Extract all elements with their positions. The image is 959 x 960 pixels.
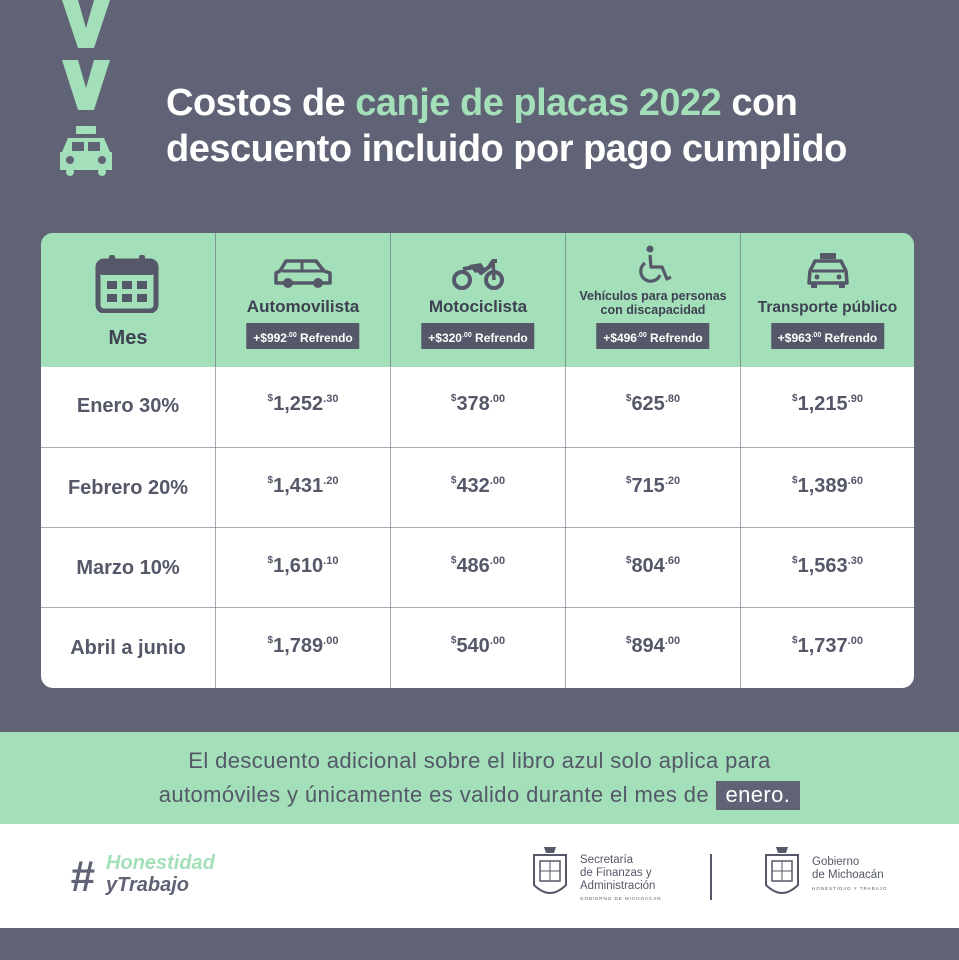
refrendo-badge: +$496.00 Refrendo <box>596 323 710 349</box>
price-cell: $1,215.90 <box>792 393 863 415</box>
row-divider <box>41 527 914 528</box>
title-line2: descuento incluido por pago cumplido <box>166 128 847 170</box>
header-motociclista-label: Motociclista <box>428 297 528 316</box>
footer <box>0 824 959 928</box>
column-divider <box>215 233 216 688</box>
motorcycle-icon <box>452 259 504 290</box>
title-part1: Costos de <box>166 82 356 124</box>
column-divider <box>390 233 391 688</box>
wheelchair-icon <box>639 245 672 283</box>
row-label: Marzo 10% <box>76 557 180 579</box>
calendar-icon <box>95 255 159 313</box>
header-discapacidad-label: Vehículos para personas con discapacidad <box>579 289 727 317</box>
price-cell: $1,563.30 <box>792 555 863 577</box>
taxi-icon <box>807 253 849 288</box>
price-cell: $715.20 <box>625 475 681 497</box>
chevron-taxi-decoration <box>60 0 112 176</box>
price-cell: $1,431.20 <box>267 475 339 497</box>
logo1-subtitle: GOBIERNO DE MICHOACÁN <box>580 896 662 901</box>
header-automovilista: Automovilista +$992.00 Refrendo <box>216 233 390 367</box>
logo-divider <box>710 854 712 900</box>
car-icon <box>274 259 332 288</box>
row-label: Abril a junio <box>70 637 186 659</box>
header-mes: Mes <box>41 233 215 367</box>
price-cell: $894.00 <box>625 635 681 657</box>
hash-symbol: # <box>70 852 95 901</box>
price-cell: $486.00 <box>450 555 506 577</box>
hashtag-line2: yTrabajo <box>106 874 189 896</box>
header-discapacidad: Vehículos para personas con discapacidad… <box>566 233 740 367</box>
hashtag-line1: Honestidad <box>106 852 215 874</box>
note-line1: El descuento adicional sobre el libro az… <box>188 748 771 773</box>
header-mes-label: Mes <box>108 327 148 349</box>
chevron-down-icon <box>62 60 110 110</box>
column-divider <box>565 233 566 688</box>
price-cell: $1,789.00 <box>267 635 339 657</box>
price-cell: $378.00 <box>450 393 506 415</box>
header-transporte: Transporte público +$963.00 Refrendo <box>741 233 914 367</box>
row-divider <box>41 607 914 608</box>
title-highlight: canje de placas 2022 <box>355 82 722 124</box>
header-motociclista: Motociclista +$320.00 Refrendo <box>391 233 565 367</box>
row-label: Febrero 20% <box>67 477 189 499</box>
header-transporte-label: Transporte público <box>757 299 898 316</box>
price-cell: $1,737.00 <box>792 635 863 657</box>
logo1-text: Secretaría de Finanzas y Administración <box>580 854 656 892</box>
logo2-subtitle: HONESTIDAD Y TRABAJO <box>812 886 888 891</box>
refrendo-badge: +$992.00 Refrendo <box>246 323 360 349</box>
price-cell: $432.00 <box>450 475 506 497</box>
note-line2: automóviles y únicamente es valido duran… <box>0 781 959 810</box>
refrendo-badge: +$963.00 Refrendo <box>770 323 885 349</box>
price-table: Mes Automovilista +$992.00 Refrendo Moto… <box>41 233 914 688</box>
bottom-bar <box>0 928 959 960</box>
price-cell: $804.60 <box>625 555 681 577</box>
title-part2: con <box>721 82 798 124</box>
price-cell: $625.80 <box>625 393 681 415</box>
note-highlight: enero. <box>715 781 801 810</box>
row-divider <box>41 447 914 448</box>
price-cell: $1,610.10 <box>267 555 339 577</box>
column-divider <box>740 233 741 688</box>
note-band <box>0 732 959 824</box>
row-label: Enero 30% <box>76 395 180 417</box>
page-title: Costos de canje de placas 2022 con descu… <box>166 80 926 172</box>
header-automovilista-label: Automovilista <box>246 297 360 316</box>
refrendo-badge: +$320.00 Refrendo <box>421 323 535 349</box>
price-cell: $540.00 <box>450 635 506 657</box>
price-cell: $1,252.30 <box>267 393 339 415</box>
price-cell: $1,389.60 <box>792 475 863 497</box>
coat-of-arms-icon <box>533 847 567 894</box>
taxi-icon <box>60 126 112 176</box>
coat-of-arms-icon <box>765 847 799 894</box>
chevron-down-icon <box>62 0 110 48</box>
logo2-text: Gobierno de Michoacán <box>812 856 884 881</box>
